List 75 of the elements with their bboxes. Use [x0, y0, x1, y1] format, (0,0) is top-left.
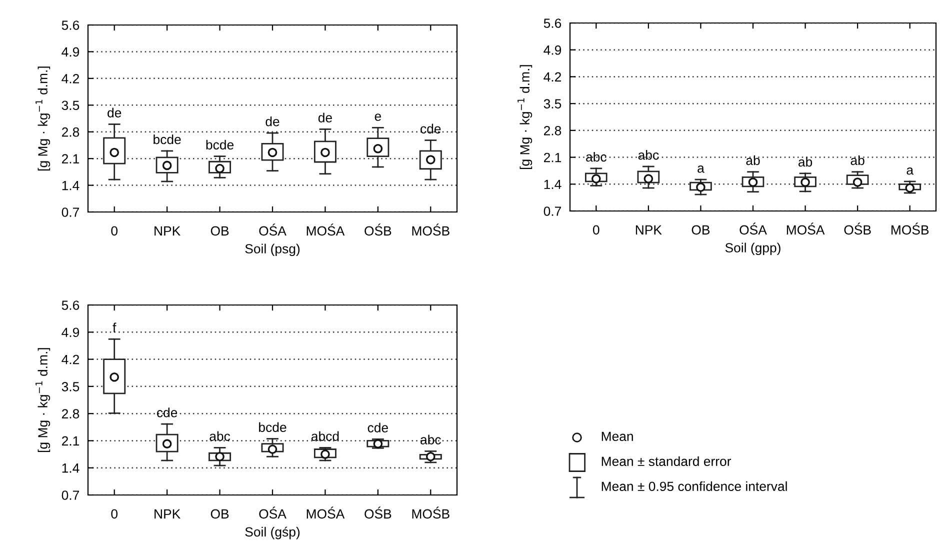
y-tick-label: 5.6	[544, 18, 562, 28]
x-tick-label: 0	[111, 509, 118, 519]
annotation: bcde	[259, 422, 286, 432]
y-tick-label: 1.4	[62, 180, 80, 190]
y-tick-label: 4.9	[62, 328, 80, 338]
x-axis-title: Soil (gpp)	[725, 242, 780, 256]
annotation: a	[906, 167, 914, 175]
y-tick-label: 3.5	[544, 99, 562, 108]
y-tick-label: 2.1	[62, 436, 80, 446]
y-tick-label: 0.7	[62, 208, 80, 217]
x-tick-label: OŚA	[259, 224, 286, 236]
y-tick-label: 2.1	[544, 152, 562, 162]
y-axis-title: [g Mg · kg$^{−1}$ d.m.]	[518, 65, 532, 169]
annotation: de	[318, 112, 332, 122]
y-tick-label: 4.2	[62, 354, 80, 364]
y-tick-label: 2.8	[62, 409, 80, 418]
x-tick-label: OB	[692, 225, 710, 235]
annotation: cde	[156, 408, 178, 418]
x-tick-label: MOŚB	[892, 222, 929, 235]
x-axis-title: Soil (gśp)	[245, 526, 300, 540]
x-tick-label: NPK	[636, 225, 662, 234]
annotation: f	[112, 322, 116, 332]
x-tick-label: MOŚA	[786, 222, 825, 235]
y-tick-label: 5.6	[62, 20, 80, 30]
y-tick-label: 3.5	[62, 382, 80, 392]
x-tick-label: OŚB	[364, 506, 392, 519]
y-tick-label: 2.1	[62, 154, 80, 164]
x-tick-label: MOŚB	[412, 224, 450, 236]
annotation: cde	[368, 422, 388, 432]
x-tick-label: MOŚA	[306, 506, 345, 519]
annotation: de	[108, 108, 122, 118]
annotation: de	[266, 116, 280, 126]
y-tick-label: 1.4	[62, 464, 80, 473]
x-tick-label: OB	[210, 509, 229, 519]
text: Mean ± standard error	[602, 456, 732, 466]
y-tick-label: 0.7	[544, 206, 562, 216]
x-tick-label: MOŚB	[412, 506, 450, 519]
annotation: abc	[420, 434, 441, 444]
annotation: ab	[850, 155, 864, 166]
annotation: ab	[798, 156, 812, 167]
annotation: abc	[638, 150, 659, 160]
annotation: abc	[210, 431, 230, 441]
y-tick-label: 5.6	[62, 300, 80, 310]
y-tick-label: 0.7	[62, 490, 80, 500]
annotation: a	[698, 166, 704, 173]
y-tick-label: 4.9	[62, 47, 80, 57]
text: Mean ± 0.95 confidence interval	[602, 481, 787, 492]
y-tick-label: 1.4	[544, 180, 562, 189]
y-tick-label: 2.8	[544, 126, 562, 136]
y-axis-title: [g Mg · kg$^{−1}$ d.m.]	[36, 66, 50, 170]
annotation: bcde	[206, 140, 234, 150]
y-tick-label: 3.5	[62, 100, 80, 110]
annotation: abc	[586, 152, 606, 162]
annotation: bcde	[154, 134, 181, 144]
x-tick-label: OB	[210, 226, 229, 236]
annotation: cde	[420, 124, 441, 134]
annotation: e	[374, 114, 382, 121]
y-tick-label: 4.2	[544, 72, 562, 82]
x-tick-label: 0	[592, 225, 600, 235]
x-tick-label: OŚA	[259, 506, 286, 519]
x-tick-label: MOŚA	[306, 224, 345, 236]
x-tick-label: NPK	[154, 509, 180, 518]
x-tick-label: OŚB	[364, 224, 392, 236]
x-tick-label: 0	[111, 226, 118, 236]
x-tick-label: OŚB	[844, 222, 871, 235]
x-axis-title: Soil (psg)	[245, 244, 300, 256]
y-axis-title: [g Mg · kg$^{−1}$ d.m.]	[36, 348, 50, 452]
text: Mean	[602, 432, 633, 442]
annotation: ab	[746, 155, 760, 166]
y-tick-label: 4.2	[62, 74, 80, 84]
x-tick-label: NPK	[154, 226, 180, 236]
y-tick-label: 2.8	[62, 127, 80, 137]
y-tick-label: 4.9	[544, 45, 562, 55]
annotation: abcd	[311, 431, 339, 441]
x-tick-label: OŚA	[740, 222, 767, 235]
